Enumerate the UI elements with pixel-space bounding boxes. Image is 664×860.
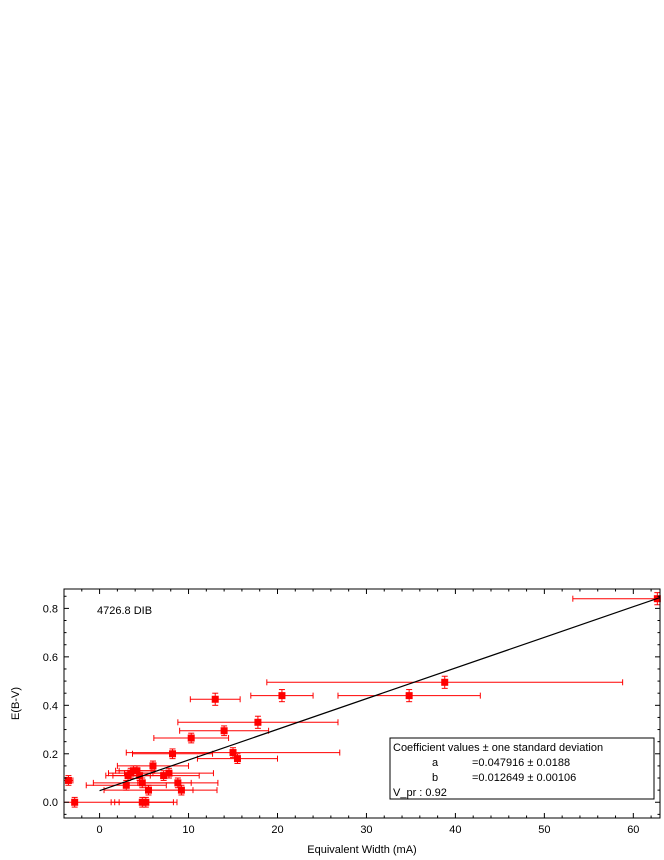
data-point-14 xyxy=(165,769,173,777)
legend-row-b-name: b xyxy=(432,772,438,784)
y-tick-label-0: 0.0 xyxy=(43,797,58,809)
legend-row-b-value: =0.012649 ± 0.00106 xyxy=(472,772,576,784)
data-point-18 xyxy=(187,734,195,742)
x-tick-label-0: 0 xyxy=(97,824,103,836)
fit-line-group xyxy=(99,596,661,792)
data-point-8 xyxy=(138,798,146,806)
fit-line xyxy=(99,596,661,792)
data-point-17 xyxy=(177,786,185,794)
data-point-2 xyxy=(122,781,130,789)
data-point-20 xyxy=(220,727,228,735)
data-point-13 xyxy=(160,772,168,780)
coefficient-legend: Coefficient values ± one standard deviat… xyxy=(389,737,655,800)
data-point-24 xyxy=(278,692,286,700)
error-bar-27 xyxy=(572,592,661,606)
x-tick-label-6: 60 xyxy=(627,824,639,836)
x-tick-label-3: 30 xyxy=(360,824,372,836)
data-point-7 xyxy=(136,772,144,780)
plot-frame xyxy=(63,588,661,819)
y-axis-label: E(B-V) xyxy=(10,687,22,720)
legend-box xyxy=(389,737,655,800)
chart-annotation: 4726.8 DIB xyxy=(97,605,152,617)
data-point-0 xyxy=(64,776,72,784)
data-point-19 xyxy=(211,695,219,703)
x-axis-label: Equivalent Width (mA) xyxy=(307,844,416,856)
data-points xyxy=(64,595,661,806)
x-axis-ticks: 0 10 20 30 40 50 60 xyxy=(81,589,652,836)
data-point-16 xyxy=(174,779,182,787)
y-tick-label-1: 0.2 xyxy=(43,749,58,761)
legend-footer: V_pr : 0.92 xyxy=(393,787,447,799)
data-point-23 xyxy=(254,718,262,726)
data-point-5 xyxy=(129,767,137,775)
x-tick-label-1: 10 xyxy=(182,824,194,836)
data-point-22 xyxy=(233,755,241,763)
x-tick-label-2: 20 xyxy=(271,824,283,836)
data-point-1 xyxy=(71,798,79,806)
data-point-9 xyxy=(138,779,146,787)
data-point-15 xyxy=(169,750,177,758)
y-tick-label-2: 0.4 xyxy=(43,700,58,712)
y-axis-ticks: 0.0 0.2 0.4 0.6 0.8 xyxy=(43,595,660,815)
x-tick-label-4: 40 xyxy=(449,824,461,836)
legend-row-a-name: a xyxy=(432,757,439,769)
data-point-11 xyxy=(145,786,153,794)
data-point-10 xyxy=(142,798,150,806)
data-point-21 xyxy=(229,749,237,757)
y-tick-label-3: 0.6 xyxy=(43,652,58,664)
legend-row-a-value: =0.047916 ± 0.0188 xyxy=(472,757,570,769)
data-point-25 xyxy=(405,692,413,700)
y-tick-label-4: 0.8 xyxy=(43,603,58,615)
data-point-6 xyxy=(133,767,141,775)
x-tick-label-5: 50 xyxy=(538,824,550,836)
legend-title: Coefficient values ± one standard deviat… xyxy=(393,742,603,754)
data-point-12 xyxy=(149,762,157,770)
data-point-26 xyxy=(441,678,449,686)
